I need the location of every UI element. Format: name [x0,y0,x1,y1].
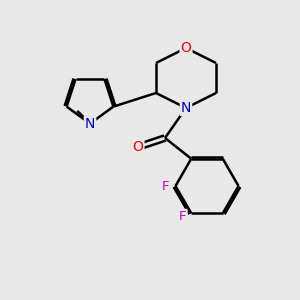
Text: O: O [133,140,143,154]
Text: N: N [181,101,191,115]
Text: N: N [85,117,95,130]
Text: F: F [179,210,187,223]
Text: F: F [162,179,170,193]
Text: O: O [181,41,191,55]
